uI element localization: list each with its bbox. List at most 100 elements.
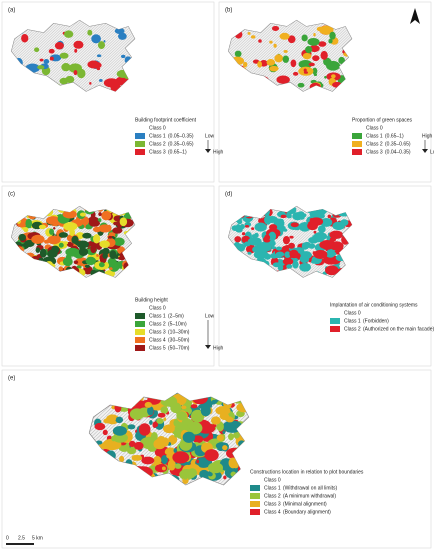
map-patch [24, 239, 35, 248]
map-patch [109, 250, 117, 259]
map-patch [87, 29, 93, 36]
map-patch [316, 26, 324, 32]
legend-class-range: (10–30m) [168, 329, 190, 335]
map-patch [38, 224, 47, 230]
map-patch [117, 475, 125, 484]
map-patch [289, 249, 299, 259]
panel-frame [218, 1, 432, 183]
scale-arrow-head [205, 149, 211, 153]
map-patch [90, 473, 112, 485]
map-patch [94, 454, 102, 464]
map-patch [92, 226, 102, 233]
map-patch [30, 270, 41, 278]
map-patch [231, 394, 247, 404]
legend-class-name: Class 1 [149, 133, 166, 139]
map-patch [313, 234, 325, 243]
map-patch [157, 412, 166, 418]
map-patch [272, 262, 281, 268]
map-patch [61, 63, 71, 72]
map-patch [327, 214, 332, 219]
map-patch [98, 262, 105, 268]
legend-class-name: Class 4 [264, 509, 281, 515]
map-patch [38, 257, 44, 261]
map-patch [127, 474, 141, 484]
legend-class-range: (Boundary alignment) [283, 509, 331, 515]
map-patch [172, 451, 190, 464]
map-patch [46, 216, 61, 225]
map-patch [308, 243, 316, 249]
legend-title: Proportion of green spaces [352, 117, 413, 123]
map-patch [268, 231, 277, 241]
scale-arrow-head [422, 149, 428, 153]
map-patch [337, 208, 344, 217]
map-patch [96, 54, 102, 58]
map-patch [301, 34, 308, 42]
map-patch [236, 402, 249, 413]
map-patch [284, 251, 291, 258]
legend-class-range: (Forbidden) [363, 318, 389, 324]
map-patch [170, 402, 182, 413]
legend-swatch [135, 141, 145, 147]
map-patch [182, 417, 191, 427]
map-patch [292, 257, 298, 261]
map-patch [267, 268, 275, 275]
north-arrow [410, 8, 420, 24]
legend-swatch [135, 337, 145, 343]
map-patch [113, 237, 125, 247]
scale-arrow-head [205, 345, 211, 349]
map-patch [331, 74, 336, 79]
map-patch [254, 268, 263, 276]
map-patch [133, 441, 144, 450]
map-patch [71, 235, 79, 244]
map-patch [244, 213, 251, 218]
map-patch [107, 257, 117, 267]
legend-class-name: Class 2 [344, 326, 361, 332]
map-patch [25, 264, 32, 270]
map-patch [254, 232, 259, 238]
map-patch [269, 40, 273, 44]
map-patch [29, 263, 42, 273]
legend-title: Building footprint coefficient [135, 117, 197, 123]
legend-swatch [250, 501, 260, 507]
map-patch [307, 37, 320, 46]
map-patches [11, 206, 135, 278]
map-patch [274, 54, 284, 63]
map-patch [237, 244, 245, 250]
map-patch [210, 416, 221, 425]
map-patch [91, 34, 101, 44]
map-patch [192, 393, 208, 405]
panel-frame [1, 1, 215, 183]
map-patch [264, 253, 271, 260]
map-patch [211, 399, 217, 404]
map-patch [321, 83, 324, 87]
map-patch [117, 470, 124, 475]
map-patch [96, 254, 99, 257]
map-patch [264, 215, 272, 225]
map-patch [266, 86, 270, 90]
map-patch [289, 235, 294, 239]
map-patch [99, 240, 110, 248]
map-patch [244, 224, 250, 228]
map-patch [153, 477, 160, 483]
map-patch [260, 258, 267, 264]
map-patch [223, 475, 227, 480]
map-patch [21, 34, 29, 43]
legend-swatch [352, 149, 362, 155]
map-patch [99, 78, 103, 82]
map-patch [65, 266, 73, 276]
map-patch [237, 65, 245, 72]
map-patch [241, 451, 247, 458]
map-patch [325, 250, 336, 258]
legend-class-name: Class 3 [149, 329, 166, 335]
legend-class-range: (0.35–0.65) [168, 141, 194, 147]
map-patch [269, 65, 279, 72]
map-patch [113, 221, 120, 226]
map-patch [98, 212, 102, 217]
map-patch [247, 31, 251, 35]
legend-swatch [352, 133, 362, 139]
map-patch [14, 80, 22, 86]
map-patch [102, 252, 108, 259]
map-patch [276, 75, 290, 84]
scale-bar-label: 5 km [32, 535, 43, 541]
map-patch [190, 409, 205, 423]
